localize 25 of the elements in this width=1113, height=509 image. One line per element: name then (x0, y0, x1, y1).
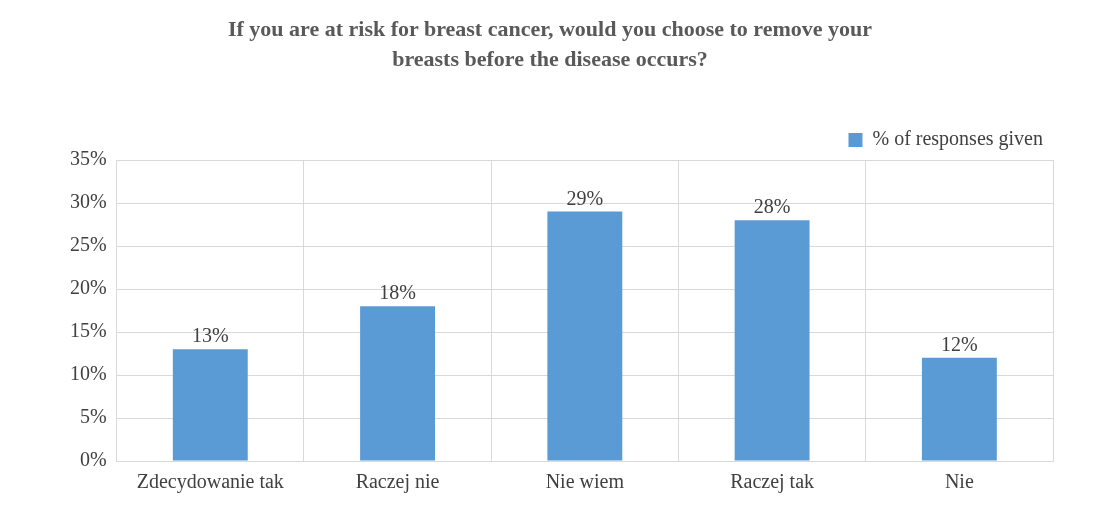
x-tick-label: Nie wiem (545, 470, 625, 493)
x-tick-label: Zdecydowanie tak (136, 470, 284, 494)
legend-label: % of responses given (872, 127, 1044, 151)
x-tick-label: Raczej tak (730, 470, 815, 494)
y-tick-label: 5% (79, 405, 107, 428)
y-tick-label: 20% (69, 276, 107, 299)
y-tick-label: 10% (69, 362, 107, 385)
bar (921, 357, 997, 461)
data-label: 29% (566, 186, 604, 209)
bar (734, 220, 810, 461)
y-tick-label: 35% (69, 147, 107, 170)
bar (547, 211, 623, 461)
data-label: 18% (379, 281, 416, 304)
y-tick-label: 15% (69, 319, 107, 342)
chart-title: If you are at risk for breast cancer, would you choose to remove your breasts before the disease occurs? (226, 15, 874, 73)
x-tick-label: Raczej nie (355, 470, 440, 494)
x-tick-label: Nie (944, 470, 974, 493)
data-label: 28% (753, 195, 791, 218)
bar (172, 349, 248, 461)
data-label: 12% (941, 333, 978, 356)
y-tick-label: 0% (79, 448, 107, 471)
y-tick-label: 25% (69, 233, 107, 256)
bar (360, 306, 436, 461)
data-label: 13% (191, 324, 229, 347)
y-tick-label: 30% (69, 190, 107, 213)
